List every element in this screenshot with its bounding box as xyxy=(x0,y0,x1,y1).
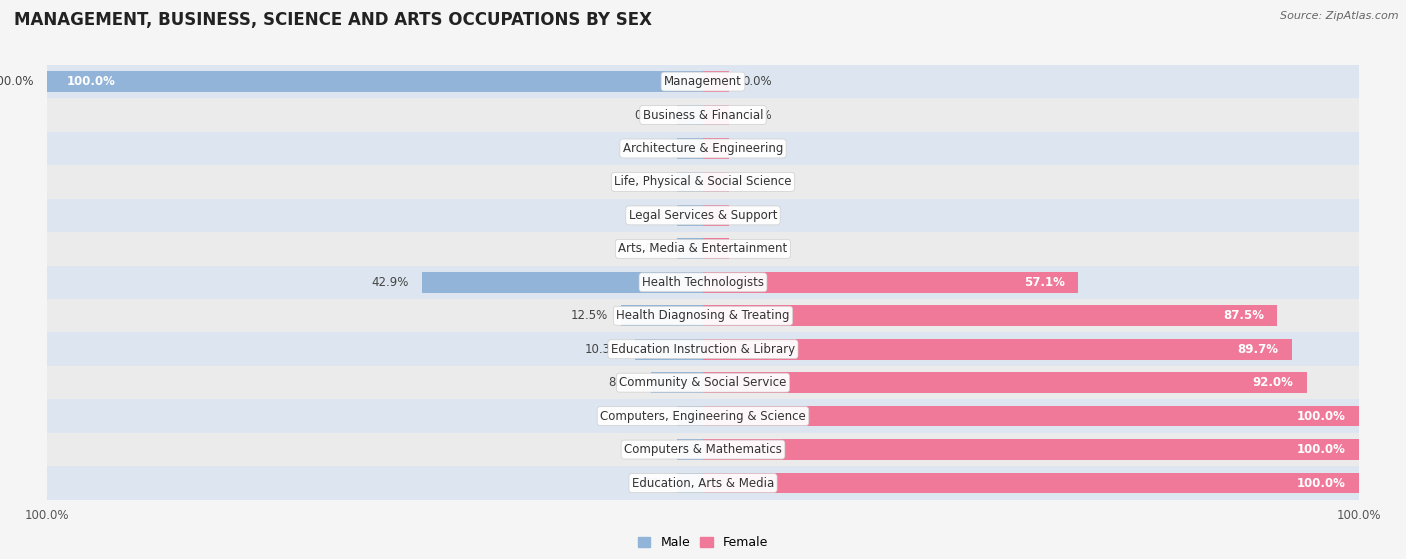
Text: 100.0%: 100.0% xyxy=(0,75,34,88)
Text: 0.0%: 0.0% xyxy=(742,108,772,121)
Bar xyxy=(703,339,1292,359)
Text: 10.3%: 10.3% xyxy=(585,343,623,356)
Bar xyxy=(46,466,1360,500)
Text: 92.0%: 92.0% xyxy=(1253,376,1294,389)
Text: 57.1%: 57.1% xyxy=(1024,276,1064,289)
Text: 0.0%: 0.0% xyxy=(634,176,664,188)
Text: Health Diagnosing & Treating: Health Diagnosing & Treating xyxy=(616,309,790,322)
Bar xyxy=(703,172,730,192)
Text: 0.0%: 0.0% xyxy=(742,176,772,188)
Bar xyxy=(703,105,730,125)
Bar xyxy=(676,239,703,259)
Text: 87.5%: 87.5% xyxy=(1223,309,1264,322)
Bar xyxy=(676,439,703,460)
Bar xyxy=(676,138,703,159)
Bar xyxy=(703,439,1360,460)
Bar xyxy=(46,433,1360,466)
Text: Arts, Media & Entertainment: Arts, Media & Entertainment xyxy=(619,243,787,255)
Text: Computers & Mathematics: Computers & Mathematics xyxy=(624,443,782,456)
Bar xyxy=(46,232,1360,266)
Text: 0.0%: 0.0% xyxy=(742,75,772,88)
Text: 0.0%: 0.0% xyxy=(634,243,664,255)
Text: 0.0%: 0.0% xyxy=(742,142,772,155)
Bar xyxy=(703,71,730,92)
Bar xyxy=(46,366,1360,399)
Text: Architecture & Engineering: Architecture & Engineering xyxy=(623,142,783,155)
Text: 0.0%: 0.0% xyxy=(634,443,664,456)
Bar xyxy=(636,339,703,359)
Text: 0.0%: 0.0% xyxy=(742,209,772,222)
Text: Computers, Engineering & Science: Computers, Engineering & Science xyxy=(600,410,806,423)
Text: 42.9%: 42.9% xyxy=(371,276,408,289)
Bar xyxy=(703,372,1306,393)
Bar xyxy=(703,305,1277,326)
Bar xyxy=(46,132,1360,165)
Text: 0.0%: 0.0% xyxy=(742,243,772,255)
Text: 0.0%: 0.0% xyxy=(634,476,664,490)
Bar xyxy=(676,105,703,125)
Text: Legal Services & Support: Legal Services & Support xyxy=(628,209,778,222)
Text: 0.0%: 0.0% xyxy=(634,209,664,222)
Text: Source: ZipAtlas.com: Source: ZipAtlas.com xyxy=(1281,11,1399,21)
Text: 8.0%: 8.0% xyxy=(607,376,637,389)
Text: Community & Social Service: Community & Social Service xyxy=(619,376,787,389)
Text: Business & Financial: Business & Financial xyxy=(643,108,763,121)
Bar xyxy=(703,205,730,226)
Bar xyxy=(46,98,1360,132)
Text: MANAGEMENT, BUSINESS, SCIENCE AND ARTS OCCUPATIONS BY SEX: MANAGEMENT, BUSINESS, SCIENCE AND ARTS O… xyxy=(14,11,652,29)
Bar xyxy=(621,305,703,326)
Bar xyxy=(703,272,1077,293)
Text: Health Technologists: Health Technologists xyxy=(643,276,763,289)
Bar xyxy=(46,71,703,92)
Text: 0.0%: 0.0% xyxy=(634,142,664,155)
Bar xyxy=(703,138,730,159)
Bar xyxy=(676,473,703,494)
Text: 100.0%: 100.0% xyxy=(1298,410,1346,423)
Text: Life, Physical & Social Science: Life, Physical & Social Science xyxy=(614,176,792,188)
Bar xyxy=(46,198,1360,232)
Bar xyxy=(703,406,1360,427)
Bar xyxy=(46,333,1360,366)
Text: 0.0%: 0.0% xyxy=(634,410,664,423)
Text: Management: Management xyxy=(664,75,742,88)
Text: 0.0%: 0.0% xyxy=(634,108,664,121)
Bar xyxy=(422,272,703,293)
Bar xyxy=(46,399,1360,433)
Bar xyxy=(676,172,703,192)
Text: 89.7%: 89.7% xyxy=(1237,343,1278,356)
Text: 100.0%: 100.0% xyxy=(1298,476,1346,490)
Text: Education Instruction & Library: Education Instruction & Library xyxy=(612,343,794,356)
Bar xyxy=(703,473,1360,494)
Bar xyxy=(46,165,1360,198)
Text: 100.0%: 100.0% xyxy=(66,75,115,88)
Bar xyxy=(651,372,703,393)
Bar xyxy=(46,266,1360,299)
Text: 12.5%: 12.5% xyxy=(571,309,607,322)
Text: Education, Arts & Media: Education, Arts & Media xyxy=(631,476,775,490)
Bar xyxy=(703,239,730,259)
Bar xyxy=(676,205,703,226)
Bar xyxy=(46,65,1360,98)
Legend: Male, Female: Male, Female xyxy=(633,531,773,555)
Text: 100.0%: 100.0% xyxy=(1298,443,1346,456)
Bar xyxy=(46,299,1360,333)
Bar xyxy=(676,406,703,427)
